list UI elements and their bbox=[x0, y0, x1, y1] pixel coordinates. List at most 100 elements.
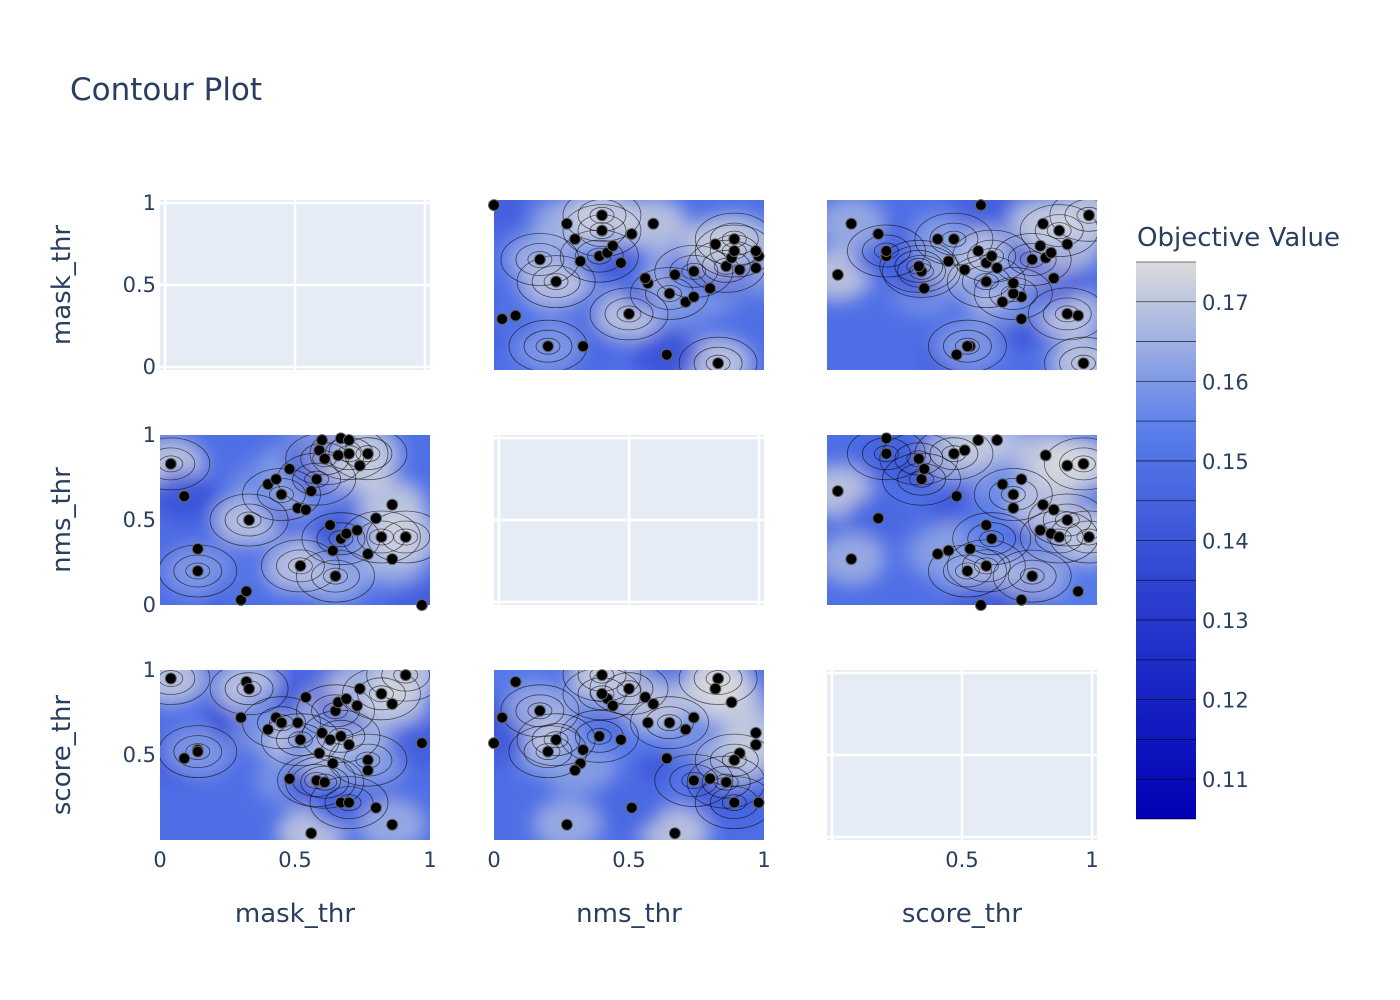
trial-point bbox=[318, 452, 331, 465]
colorbar-tick-label: 0.13 bbox=[1202, 609, 1249, 633]
trial-point bbox=[749, 245, 762, 257]
contour-region bbox=[494, 289, 550, 342]
contour-region bbox=[387, 579, 430, 605]
trial-points bbox=[164, 432, 428, 611]
trial-point bbox=[235, 711, 247, 724]
contour-line bbox=[355, 445, 381, 463]
trial-point bbox=[550, 733, 563, 746]
y-tick-label: 0.5 bbox=[123, 508, 156, 532]
trial-point bbox=[399, 669, 412, 682]
contour-line bbox=[311, 559, 360, 593]
contour-line bbox=[1076, 528, 1097, 546]
contour-line bbox=[705, 354, 731, 370]
trial-point bbox=[1037, 498, 1049, 511]
contour-line bbox=[368, 685, 394, 703]
contour-line bbox=[300, 765, 350, 799]
trial-point bbox=[942, 544, 955, 557]
trial-point bbox=[488, 199, 500, 212]
trial-point bbox=[831, 268, 844, 281]
trial-point bbox=[709, 682, 722, 695]
trial-point bbox=[299, 503, 312, 516]
trial-points bbox=[488, 669, 765, 840]
trial-point bbox=[1072, 309, 1085, 322]
trial-point bbox=[1053, 224, 1066, 237]
contour-blobs bbox=[494, 670, 764, 840]
contour-line bbox=[393, 670, 419, 684]
trial-point bbox=[316, 434, 328, 447]
trial-point bbox=[912, 260, 925, 273]
x-axis-title: nms_thr bbox=[576, 899, 682, 929]
trial-point bbox=[496, 711, 509, 724]
contour-line bbox=[879, 435, 959, 486]
trial-point bbox=[386, 818, 399, 831]
trial-points bbox=[488, 199, 765, 370]
trial-point bbox=[1082, 531, 1095, 543]
trial-point bbox=[733, 263, 746, 276]
trial-point bbox=[560, 818, 573, 831]
contour-line bbox=[316, 522, 366, 556]
trial-point bbox=[872, 228, 885, 240]
contour-line bbox=[543, 273, 569, 291]
trial-point bbox=[918, 282, 931, 295]
contour-line bbox=[929, 222, 979, 256]
x-tick-label: 1 bbox=[423, 848, 436, 872]
contour-line bbox=[527, 251, 553, 268]
trial-point bbox=[972, 434, 985, 447]
colorbar-tick-label: 0.15 bbox=[1202, 450, 1249, 474]
trial-point bbox=[985, 532, 998, 545]
trial-point bbox=[243, 682, 256, 695]
trial-point bbox=[332, 449, 345, 462]
contour-line bbox=[328, 530, 354, 548]
panel-mask_thr-vs-mask_thr: 0 0.5 1 mask_thr bbox=[47, 191, 430, 379]
trial-point bbox=[191, 745, 204, 758]
trial-point bbox=[728, 245, 741, 257]
trial-point bbox=[370, 801, 382, 814]
trial-point bbox=[361, 754, 374, 767]
contour-line bbox=[1042, 503, 1092, 537]
trial-point bbox=[340, 527, 353, 540]
trial-point bbox=[912, 452, 925, 465]
y-tick-label: 1 bbox=[143, 658, 156, 682]
trial-point bbox=[262, 723, 274, 736]
trial-point bbox=[639, 691, 652, 704]
trial-point bbox=[961, 565, 974, 577]
contour-line bbox=[589, 287, 669, 341]
trial-point bbox=[191, 542, 204, 555]
trial-point bbox=[980, 275, 993, 288]
trial-point bbox=[283, 772, 296, 785]
trial-point bbox=[1061, 307, 1074, 320]
contour-line bbox=[269, 486, 294, 503]
trial-point bbox=[625, 801, 638, 814]
trial-point bbox=[326, 544, 339, 557]
trial-point bbox=[606, 239, 619, 252]
contour-lines bbox=[847, 200, 1097, 370]
contour-line bbox=[287, 731, 313, 749]
trial-point bbox=[386, 553, 399, 566]
contour-line bbox=[309, 435, 389, 481]
contour-line bbox=[366, 670, 430, 702]
trial-point bbox=[991, 262, 1004, 274]
trial-point bbox=[283, 463, 296, 475]
trial-point bbox=[752, 796, 765, 809]
y-tick-label: 0 bbox=[143, 593, 156, 617]
contour-region bbox=[387, 717, 430, 770]
trial-point bbox=[663, 716, 676, 729]
contour-line bbox=[694, 776, 764, 829]
trial-point bbox=[353, 459, 366, 472]
y-tick-label: 1 bbox=[143, 191, 156, 215]
trial-point bbox=[1077, 357, 1090, 370]
contour-line bbox=[515, 243, 565, 276]
contour-line bbox=[242, 468, 321, 521]
contour-line bbox=[543, 731, 569, 749]
trial-point bbox=[1047, 503, 1060, 516]
contour-lines bbox=[500, 670, 764, 829]
trial-point bbox=[1007, 277, 1020, 290]
trial-point bbox=[687, 290, 700, 303]
contour-line bbox=[686, 239, 764, 293]
contour-line bbox=[589, 670, 615, 684]
trial-point bbox=[275, 716, 288, 729]
contour-line bbox=[616, 680, 642, 698]
contour-line bbox=[973, 557, 999, 575]
trial-point bbox=[191, 565, 204, 577]
